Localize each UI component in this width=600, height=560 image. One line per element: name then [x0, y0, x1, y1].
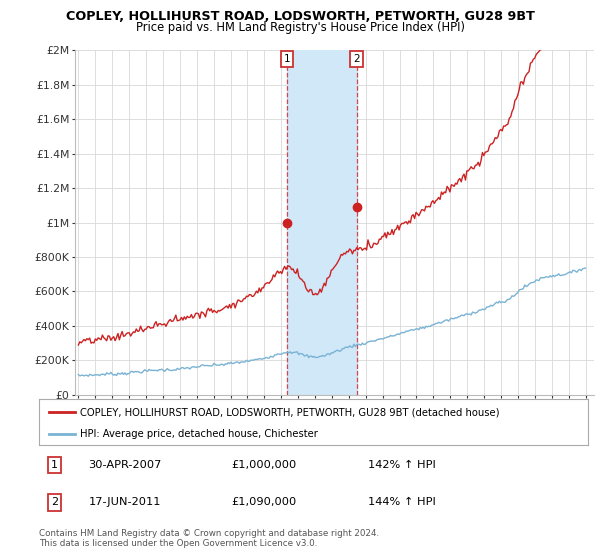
- Text: HPI: Average price, detached house, Chichester: HPI: Average price, detached house, Chic…: [80, 429, 318, 438]
- Text: 2: 2: [353, 54, 360, 64]
- Text: 142% ↑ HPI: 142% ↑ HPI: [368, 460, 436, 470]
- Text: £1,000,000: £1,000,000: [231, 460, 296, 470]
- Text: 17-JUN-2011: 17-JUN-2011: [88, 497, 161, 507]
- Text: £1,090,000: £1,090,000: [231, 497, 296, 507]
- Text: This data is licensed under the Open Government Licence v3.0.: This data is licensed under the Open Gov…: [39, 539, 317, 548]
- Bar: [287, 50, 356, 395]
- Text: Price paid vs. HM Land Registry's House Price Index (HPI): Price paid vs. HM Land Registry's House …: [136, 21, 464, 34]
- Text: 1: 1: [284, 54, 290, 64]
- Text: 30-APR-2007: 30-APR-2007: [88, 460, 162, 470]
- Text: Contains HM Land Registry data © Crown copyright and database right 2024.: Contains HM Land Registry data © Crown c…: [39, 529, 379, 538]
- Text: 1: 1: [51, 460, 58, 470]
- Text: COPLEY, HOLLIHURST ROAD, LODSWORTH, PETWORTH, GU28 9BT (detached house): COPLEY, HOLLIHURST ROAD, LODSWORTH, PETW…: [80, 407, 500, 417]
- Text: 2: 2: [51, 497, 58, 507]
- Text: 144% ↑ HPI: 144% ↑ HPI: [368, 497, 436, 507]
- Text: COPLEY, HOLLIHURST ROAD, LODSWORTH, PETWORTH, GU28 9BT: COPLEY, HOLLIHURST ROAD, LODSWORTH, PETW…: [65, 10, 535, 22]
